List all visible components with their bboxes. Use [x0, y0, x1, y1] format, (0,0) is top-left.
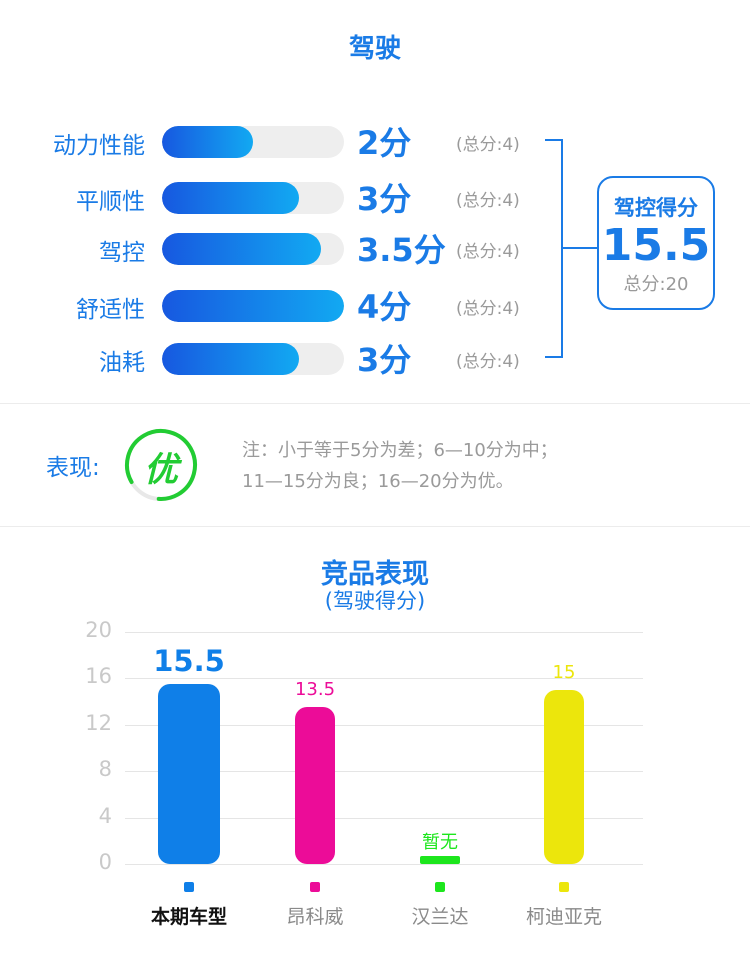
y-tick-label: 4: [98, 804, 112, 828]
score-bar-track: [162, 182, 344, 214]
legend-dot: [435, 882, 445, 892]
chart-title: 竞品表现: [321, 559, 429, 590]
score-value: 3分: [357, 341, 412, 379]
chart-bar: [544, 690, 584, 864]
grade-text: 优: [144, 450, 178, 490]
score-bar-fill: [162, 290, 344, 322]
chart-bar: [158, 684, 220, 864]
note-line-1: 注：小于等于5分为差；6—10分为中；: [242, 440, 558, 461]
divider-top: [0, 403, 750, 404]
score-value: 4分: [357, 288, 412, 326]
grid-line: [125, 632, 643, 633]
category-label: 柯迪亚克: [525, 906, 602, 928]
score-label: 平顺性: [76, 189, 145, 215]
bar-value-label: 15.5: [153, 644, 225, 679]
bar-value-label: 15: [552, 662, 576, 683]
score-value: 3分: [357, 180, 412, 218]
grid-line: [125, 864, 643, 865]
performance-label: 表现:: [46, 455, 100, 481]
bar-value-label: 暂无: [422, 832, 458, 853]
driving-section-title: 驾驶: [348, 34, 401, 64]
summary-title: 驾控得分: [614, 196, 698, 220]
score-bar-track: [162, 343, 344, 375]
summary-total: 总分:20: [623, 274, 689, 295]
grid-line: [125, 771, 643, 772]
score-value: 2分: [357, 124, 412, 162]
score-total: (总分:4): [456, 135, 520, 155]
y-tick-label: 12: [85, 711, 112, 735]
grid-line: [125, 678, 643, 679]
grid-line: [125, 818, 643, 819]
y-tick-label: 16: [85, 664, 112, 688]
score-label: 动力性能: [53, 133, 145, 159]
score-total: (总分:4): [456, 352, 520, 372]
bar-value-label: 13.5: [294, 679, 336, 701]
divider-bottom: [0, 526, 750, 527]
grid-line: [125, 725, 643, 726]
summary-value: 15.5: [601, 220, 711, 271]
score-label: 驾控: [99, 240, 145, 266]
score-bar-fill: [162, 126, 253, 158]
score-bar-track: [162, 233, 344, 265]
legend-dot: [310, 882, 320, 892]
score-total: (总分:4): [456, 191, 520, 211]
chart-subtitle: (驾驶得分): [324, 589, 426, 613]
summary-box: 驾控得分 15.5 总分:20: [597, 176, 715, 310]
y-tick-label: 8: [98, 757, 112, 781]
legend-dot: [184, 882, 194, 892]
score-bar-fill: [162, 182, 299, 214]
y-tick-label: 20: [85, 618, 112, 642]
category-label: 本期车型: [150, 906, 227, 928]
legend-dot: [559, 882, 569, 892]
score-label: 舒适性: [76, 297, 145, 323]
score-bar-track: [162, 290, 344, 322]
category-label: 昂科威: [286, 906, 344, 928]
score-bar-track: [162, 126, 344, 158]
score-bar-fill: [162, 233, 321, 265]
score-bar-fill: [162, 343, 299, 375]
score-bracket: [545, 139, 598, 358]
score-total: (总分:4): [456, 299, 520, 319]
score-label: 油耗: [99, 350, 145, 376]
grade-ring-icon: [125, 429, 197, 501]
score-value: 3.5分: [357, 231, 446, 269]
category-label: 汉兰达: [411, 906, 469, 928]
chart-bar: [420, 856, 460, 864]
y-tick-label: 0: [98, 850, 112, 874]
note-line-2: 11—15分为良；16—20分为优。: [242, 471, 514, 492]
chart-bar: [295, 707, 335, 864]
score-total: (总分:4): [456, 242, 520, 262]
